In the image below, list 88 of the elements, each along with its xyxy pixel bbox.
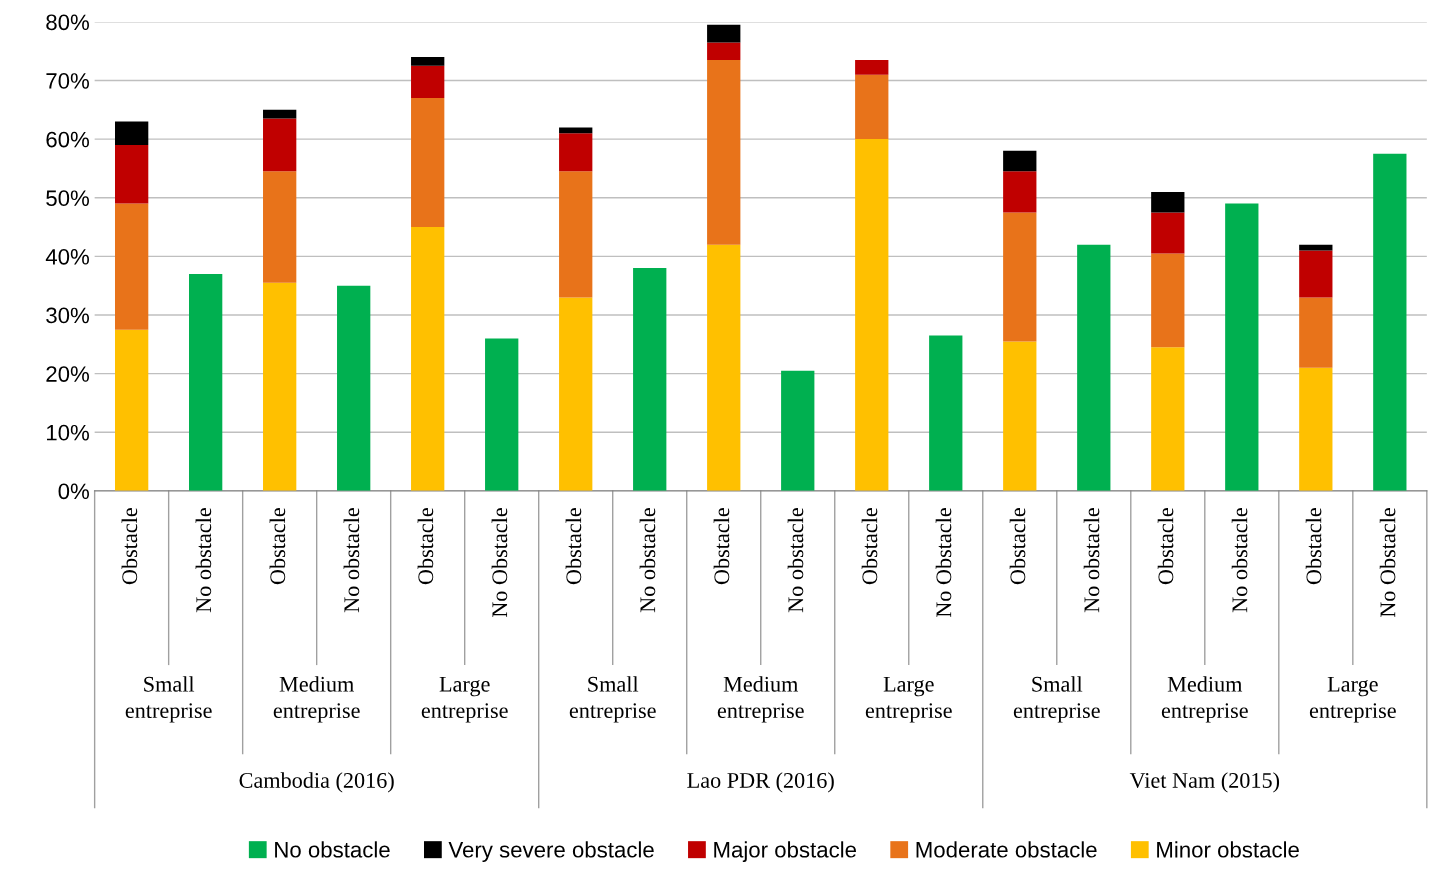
bar xyxy=(707,59,741,245)
bar xyxy=(1003,341,1037,491)
legend-label: Major obstacle xyxy=(714,841,857,862)
bar xyxy=(781,370,815,491)
bar xyxy=(559,171,593,298)
bar xyxy=(1003,150,1037,172)
bar xyxy=(1151,212,1185,254)
y-tick-label: 10% xyxy=(47,424,89,441)
text: Medium entreprise xyxy=(1161,676,1248,723)
bar xyxy=(707,42,741,60)
bar xyxy=(633,268,667,491)
y-tick-label: 50% xyxy=(46,190,89,207)
y-tick-label: 40% xyxy=(45,248,89,265)
bar xyxy=(559,297,593,491)
bar xyxy=(1299,250,1333,298)
x-tick-label: Obstacle xyxy=(417,508,434,585)
bar xyxy=(411,98,445,228)
x-tick-label: No obstacle xyxy=(787,508,804,613)
bar xyxy=(115,203,149,330)
text: Viet Nam (2015) xyxy=(1129,772,1280,793)
x-tick-label: No Obstacle xyxy=(1379,508,1396,618)
bar xyxy=(115,121,149,145)
bar xyxy=(559,127,593,134)
bar xyxy=(263,118,297,172)
x-tick-label: Obstacle xyxy=(1305,508,1322,585)
x-tick-label: Obstacle xyxy=(1009,508,1026,585)
bar xyxy=(1299,367,1333,491)
text: Small entreprise xyxy=(569,676,656,723)
legend-label: Minor obstacle xyxy=(1157,841,1299,858)
bar xyxy=(411,227,445,491)
bar xyxy=(1151,347,1185,491)
bar xyxy=(1225,203,1259,491)
text: Cambodia (2016) xyxy=(239,772,394,793)
legend-label: Very severe obstacle xyxy=(448,841,654,862)
bar xyxy=(929,335,963,491)
bar xyxy=(855,59,889,75)
bar xyxy=(411,65,445,99)
bar xyxy=(263,282,297,491)
text: Lao PDR (2016) xyxy=(687,772,834,793)
text: Large entreprise xyxy=(1309,676,1396,723)
y-tick-label: 30% xyxy=(46,307,89,324)
y-tick-label: 60% xyxy=(46,131,89,148)
x-tick-label: Obstacle xyxy=(269,508,286,585)
bar xyxy=(115,329,149,491)
bar xyxy=(855,74,889,140)
bar xyxy=(1003,171,1037,213)
x-tick-label: Obstacle xyxy=(861,508,878,585)
x-tick-label: No Obstacle xyxy=(935,508,952,618)
x-tick-label: No obstacle xyxy=(1231,508,1248,613)
x-tick-label: No obstacle xyxy=(1083,508,1100,613)
bar xyxy=(1151,253,1185,348)
x-tick-label: Obstacle xyxy=(565,508,582,585)
legend-label: Moderate obstacle xyxy=(916,841,1097,858)
bar xyxy=(189,273,223,491)
bar xyxy=(707,244,741,491)
text: Large entreprise xyxy=(421,676,508,723)
bar xyxy=(1299,297,1333,368)
bar xyxy=(707,24,741,43)
y-tick-label: 20% xyxy=(46,366,89,382)
bar xyxy=(559,133,593,172)
text: Small entreprise xyxy=(1013,676,1100,723)
bar xyxy=(263,109,297,119)
bar xyxy=(263,171,297,283)
y-tick-label: 80% xyxy=(46,14,89,31)
x-tick-label: Obstacle xyxy=(713,508,730,585)
legend-label: No obstacle xyxy=(275,841,390,858)
text: Medium entreprise xyxy=(717,676,804,723)
bar xyxy=(1373,153,1407,491)
bar xyxy=(1151,191,1185,213)
text: Large entreprise xyxy=(865,676,952,723)
bar xyxy=(411,57,445,66)
bar xyxy=(337,285,371,491)
bar xyxy=(115,144,149,204)
bar xyxy=(1077,244,1111,491)
y-tick-label: 70% xyxy=(46,73,89,89)
text: Small entreprise xyxy=(125,676,212,723)
text: Medium entreprise xyxy=(273,676,360,723)
bar xyxy=(485,338,519,491)
x-tick-label: No obstacle xyxy=(343,508,360,613)
x-tick-label: No obstacle xyxy=(639,508,656,613)
x-tick-label: Obstacle xyxy=(121,508,138,585)
bar xyxy=(855,139,889,491)
bar xyxy=(1003,212,1037,342)
x-tick-label: Obstacle xyxy=(1157,508,1174,585)
bar xyxy=(1299,244,1333,251)
x-tick-label: No obstacle xyxy=(195,508,212,613)
y-tick-label: 0% xyxy=(58,483,89,500)
x-tick-label: No Obstacle xyxy=(491,508,508,618)
